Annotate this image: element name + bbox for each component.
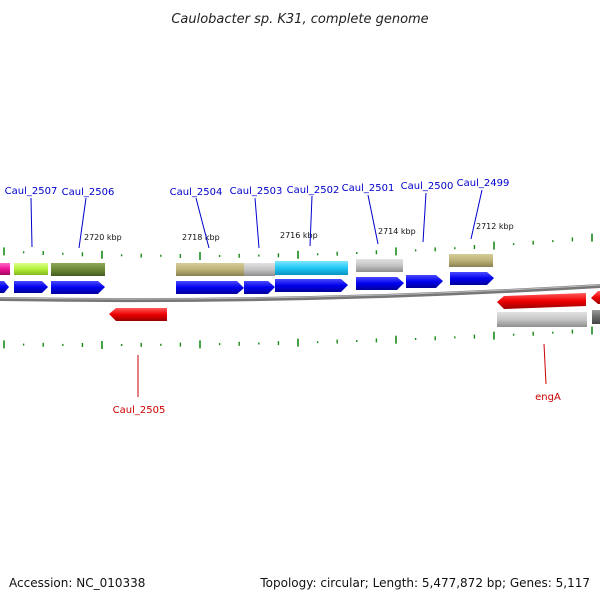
label-caul-2506: Caul_2506: [62, 187, 115, 198]
leader-caul-2499: [470, 189, 483, 240]
label-caul-2503: Caul_2503: [230, 186, 283, 197]
label-caul-2504: Caul_2504: [170, 187, 223, 198]
accession-text: Accession: NC_010338: [9, 576, 145, 590]
gene-arrow-caul-2505: [109, 308, 167, 321]
genome-summary-text: Topology: circular; Length: 5,477,872 bp…: [259, 576, 590, 590]
genome-backbone-highlight: [0, 284, 600, 300]
gene-arrow-caul-2506: [51, 281, 105, 294]
gene-arrow-caul-2499: [450, 272, 494, 285]
feature-boxes: [0, 254, 600, 327]
leader-caul-2506: [78, 197, 87, 249]
feature-box-gray-3: [497, 312, 587, 327]
gene-arrow-caul-2507: [14, 281, 48, 293]
scale-label-2716: 2716 kbp: [280, 231, 318, 240]
label-caul-2502: Caul_2502: [287, 185, 340, 196]
scale-label-2720: 2720 kbp: [84, 233, 122, 242]
gene-arrow-caul-2501: [356, 277, 404, 290]
label-caul-2501: Caul_2501: [342, 183, 395, 194]
leader-enga: [543, 343, 547, 385]
feature-box-magenta: [0, 263, 10, 275]
feature-box-cyan: [275, 261, 348, 275]
gene-arrow-reverse-edge: [591, 291, 600, 304]
forward-genes: [0, 272, 494, 294]
gene-arrow-enga: [497, 293, 586, 309]
leader-caul-2503: [254, 197, 260, 249]
feature-box-tan: [176, 263, 244, 276]
leader-caul-2504: [195, 197, 210, 249]
label-caul-2499: Caul_2499: [457, 178, 510, 189]
leader-caul-2507: [30, 197, 33, 248]
label-enga: engA: [535, 392, 561, 403]
feature-box-tan-2: [449, 254, 493, 267]
label-caul-2500: Caul_2500: [401, 181, 454, 192]
leader-caul-2500: [422, 192, 427, 243]
scale-label-2718: 2718 kbp: [182, 233, 220, 242]
feature-box-lime: [14, 263, 48, 275]
gene-labels: Caul_2507 Caul_2506 Caul_2504 Caul_2503 …: [5, 178, 561, 416]
scale-label-2714: 2714 kbp: [378, 227, 416, 236]
feature-box-green: [51, 263, 105, 276]
label-caul-2507: Caul_2507: [5, 186, 58, 197]
label-leader-lines: [30, 189, 547, 397]
gene-arrow-caul-2502: [275, 279, 348, 292]
gene-arrow-caul-2504: [176, 281, 244, 294]
map-title: Caulobacter sp. K31, complete genome: [171, 12, 428, 27]
inner-tick-marks: [3, 326, 593, 349]
outer-tick-marks: [3, 233, 593, 260]
feature-box-gray-2: [356, 259, 403, 272]
gene-arrow-forward-edge: [0, 281, 9, 293]
leader-caul-2501: [367, 194, 379, 245]
gene-arrow-caul-2503: [244, 281, 275, 294]
scale-label-2712: 2712 kbp: [476, 222, 514, 231]
feature-box-gray: [244, 263, 275, 276]
reverse-genes: [109, 291, 600, 321]
gene-arrow-caul-2500: [406, 275, 443, 288]
feature-box-dark: [592, 310, 600, 324]
genome-backbone: [0, 284, 600, 303]
leader-caul-2502: [309, 195, 313, 247]
label-caul-2505: Caul_2505: [113, 405, 166, 416]
